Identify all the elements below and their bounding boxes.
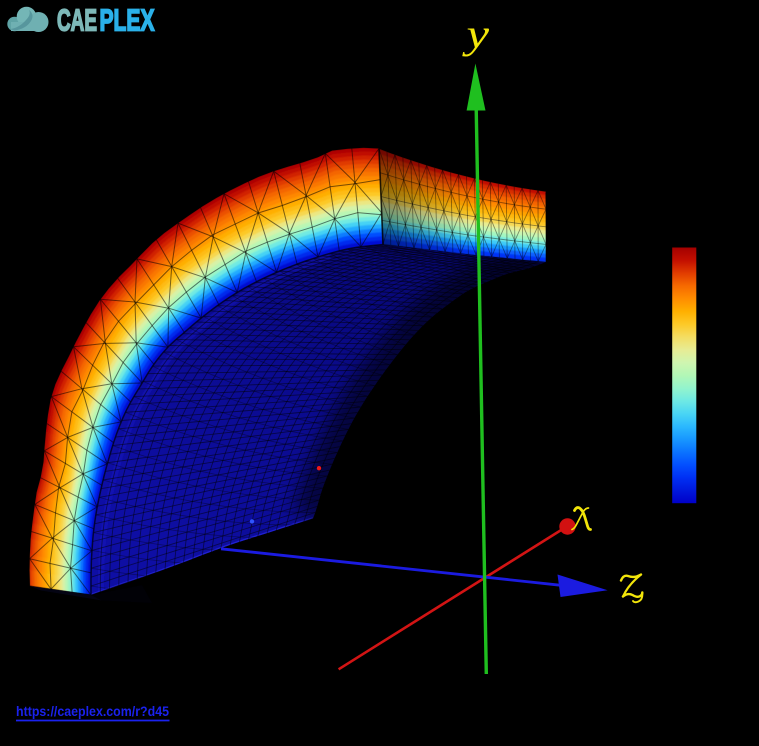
svg-text:y: y — [462, 11, 490, 57]
svg-text:CAE: CAE — [57, 3, 97, 38]
svg-text:https://caeplex.com/r?d45: https://caeplex.com/r?d45 — [16, 703, 169, 719]
svg-text:PLEX: PLEX — [100, 3, 155, 38]
